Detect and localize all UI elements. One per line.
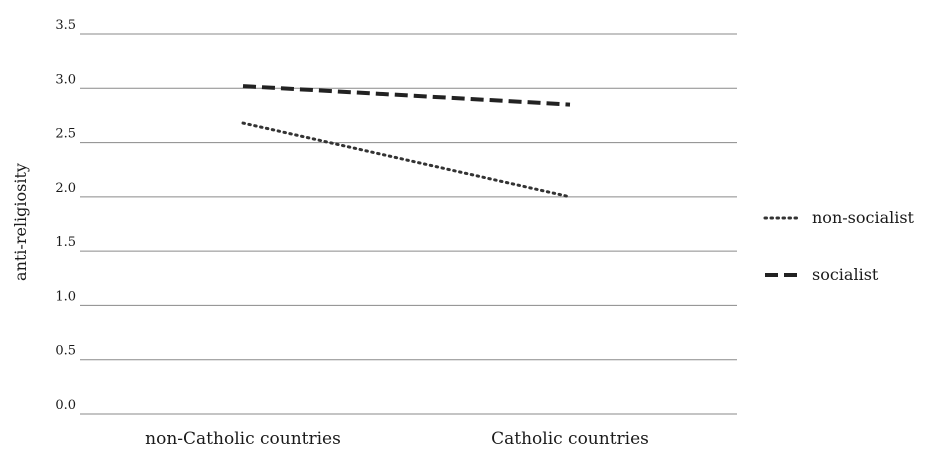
y-tick-label: 3.0	[55, 72, 76, 87]
x-axis-categories: non-Catholic countries Catholic countries	[145, 429, 649, 449]
grid-lines	[80, 33, 737, 415]
y-tick-label: 0.0	[55, 398, 76, 413]
series-line-socialist	[242, 84, 571, 107]
y-tick-label: 0.5	[55, 344, 76, 359]
y-tick-label: 3.5	[55, 18, 76, 33]
y-tick-label: 1.5	[55, 235, 76, 250]
y-axis-ticks: 0.0 0.5 1.0 1.5 2.0 2.5 3.0 3.5	[55, 18, 76, 413]
series-lines	[241, 84, 572, 199]
x-category-label: non-Catholic countries	[145, 429, 341, 449]
series-line-non-socialist	[241, 121, 572, 199]
legend: non-socialist socialist	[763, 208, 915, 284]
legend-label: non-socialist	[812, 208, 915, 227]
y-tick-label: 1.0	[55, 289, 76, 304]
x-category-label: Catholic countries	[491, 429, 649, 449]
legend-label: socialist	[812, 265, 879, 284]
y-tick-label: 2.0	[55, 181, 76, 196]
y-axis-title: anti-religiosity	[11, 163, 30, 281]
y-tick-label: 2.5	[55, 127, 76, 142]
